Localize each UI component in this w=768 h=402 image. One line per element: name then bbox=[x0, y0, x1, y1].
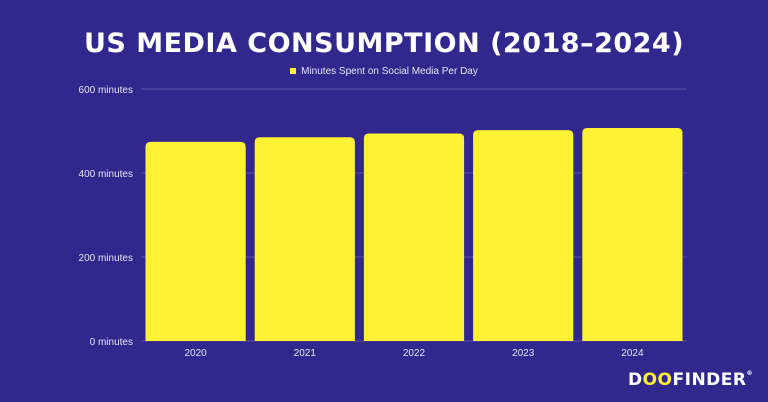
x-tick-label: 2020 bbox=[184, 348, 207, 359]
y-tick-label: 200 minutes bbox=[79, 253, 133, 264]
bar-2021 bbox=[254, 137, 355, 341]
y-tick-label: 400 minutes bbox=[79, 169, 133, 180]
bar-2022 bbox=[363, 133, 465, 341]
x-tick-label: 2023 bbox=[512, 348, 535, 359]
x-tick-label: 2024 bbox=[621, 348, 644, 359]
legend-label: Minutes Spent on Social Media Per Day bbox=[301, 66, 478, 77]
legend: Minutes Spent on Social Media Per Day bbox=[0, 66, 768, 77]
chart-title: US MEDIA CONSUMPTION (2018–2024) bbox=[83, 28, 685, 59]
x-tick-label: 2021 bbox=[294, 348, 317, 359]
y-tick-label: 0 minutes bbox=[90, 337, 133, 348]
doofinder-logo: DOOFINDER® bbox=[627, 370, 753, 390]
bar-2020 bbox=[145, 141, 246, 341]
y-tick-label: 600 minutes bbox=[79, 85, 133, 96]
x-tick-label: 2022 bbox=[403, 348, 426, 359]
bar-2023 bbox=[473, 130, 574, 341]
legend-swatch bbox=[290, 68, 297, 75]
bar-2024 bbox=[582, 128, 683, 341]
